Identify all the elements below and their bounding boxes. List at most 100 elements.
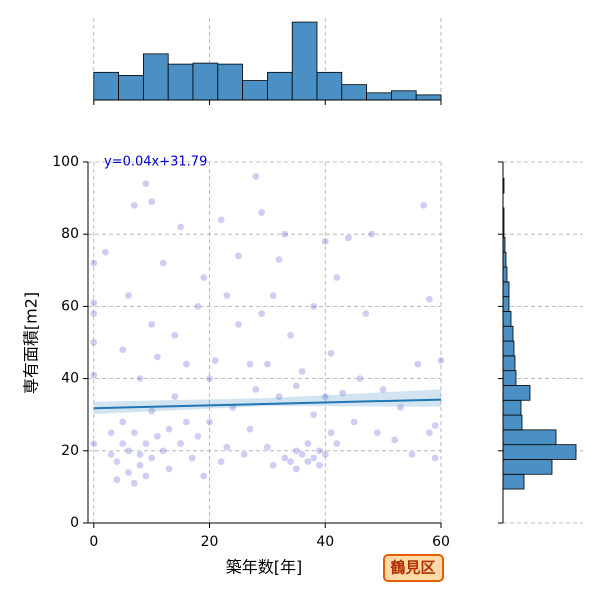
point (130, 201, 139, 210)
point (350, 418, 359, 426)
point (113, 475, 121, 484)
point (309, 302, 318, 311)
histogram-bar (266, 71, 293, 101)
point (159, 259, 168, 267)
histogram-bar (316, 71, 343, 101)
histogram-bar (192, 62, 219, 101)
point (373, 428, 382, 437)
y-tick-label: 40 (61, 371, 79, 387)
point (396, 403, 405, 412)
point (165, 425, 173, 433)
point (275, 392, 283, 401)
histogram-bar (502, 370, 517, 386)
y-tick-label: 100 (52, 154, 79, 170)
point (205, 418, 214, 426)
point (414, 360, 422, 369)
point (379, 385, 387, 394)
histogram-bar (291, 21, 318, 101)
point (147, 454, 156, 462)
point (217, 457, 225, 466)
histogram-bar (502, 429, 557, 446)
point (147, 320, 156, 329)
point (153, 353, 162, 361)
point (124, 446, 133, 455)
regression-line (93, 398, 442, 410)
point (89, 439, 98, 448)
histogram-bar (167, 63, 194, 101)
point (437, 356, 445, 365)
point (321, 392, 330, 401)
point (257, 309, 266, 318)
point (142, 439, 150, 448)
point (327, 349, 335, 358)
point (309, 454, 318, 462)
point (130, 479, 139, 488)
point (223, 291, 231, 300)
histogram-bar (502, 355, 516, 372)
point (309, 410, 318, 419)
histogram-bar (415, 94, 442, 101)
point (315, 446, 324, 455)
histogram-bar (502, 281, 510, 298)
point (130, 428, 139, 437)
point (280, 230, 289, 239)
point (344, 233, 353, 242)
point (304, 439, 312, 448)
point (431, 421, 440, 430)
point (170, 331, 179, 340)
point (124, 468, 133, 477)
confidence-band (93, 389, 441, 414)
point (263, 360, 272, 369)
histogram-bar (502, 266, 508, 283)
histogram-bar (118, 75, 144, 101)
point (89, 259, 98, 267)
point (419, 201, 428, 210)
point (107, 428, 115, 437)
histogram-bar (341, 84, 367, 101)
point (176, 223, 185, 231)
histogram-bar (502, 459, 553, 475)
histogram-bar (502, 340, 515, 357)
point (408, 450, 416, 459)
point (113, 457, 121, 466)
histogram-bar (502, 296, 510, 312)
point (159, 446, 168, 455)
histogram-bar (502, 311, 512, 327)
point (147, 197, 156, 206)
point (431, 454, 440, 462)
point (194, 302, 202, 311)
point (338, 389, 347, 397)
point (182, 418, 191, 426)
point (124, 291, 133, 300)
histogram-bar (366, 92, 392, 101)
point (298, 450, 306, 459)
point (251, 385, 260, 394)
point (223, 443, 231, 452)
histogram-bar (93, 71, 120, 101)
point (89, 371, 98, 379)
histogram-bar (502, 399, 522, 416)
point (292, 446, 301, 455)
point (89, 309, 98, 318)
y-tick-label: 0 (70, 515, 79, 531)
point (217, 215, 225, 224)
histogram-bar (217, 63, 243, 101)
point (176, 439, 185, 448)
point (194, 432, 202, 441)
point (332, 273, 341, 282)
point (199, 273, 208, 282)
point (275, 255, 283, 264)
fit-label: y=0.04x+31.79 (104, 155, 207, 170)
histogram-bar (502, 444, 577, 460)
point (165, 465, 173, 473)
histogram-bar (502, 385, 531, 401)
histogram-bar (502, 414, 523, 431)
point (205, 374, 214, 383)
point (118, 418, 127, 426)
point (142, 472, 150, 480)
area-badge (383, 554, 444, 582)
point (136, 374, 144, 383)
x-tick-label: 20 (201, 534, 219, 550)
point (246, 425, 254, 433)
